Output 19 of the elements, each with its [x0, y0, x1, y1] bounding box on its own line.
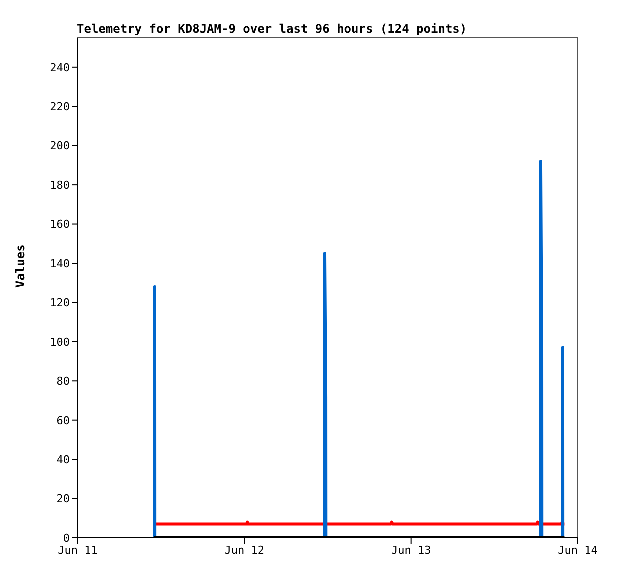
y-tick-label: 240	[50, 61, 70, 74]
y-tick-label: 140	[50, 257, 70, 270]
x-tick-label: Jun 13	[391, 544, 432, 557]
y-tick-label: 40	[56, 453, 70, 466]
y-axis-title: Values	[13, 244, 28, 288]
y-tick-label: 120	[50, 296, 70, 310]
y-tick-label: 100	[50, 336, 70, 349]
y-tick-label: 180	[50, 178, 70, 192]
x-tick-label: Jun 11	[58, 544, 98, 557]
x-tick-label: Jun 12	[224, 544, 265, 557]
y-tick-label: 160	[50, 218, 70, 232]
y-tick-label: 220	[50, 100, 70, 114]
y-tick-label: 200	[50, 140, 70, 153]
y-tick-label: 60	[56, 414, 70, 428]
y-tick-label: 0	[63, 532, 70, 545]
x-tick-label: Jun 14	[558, 544, 598, 557]
y-tick-label: 80	[56, 375, 70, 388]
y-tick-label: 20	[56, 492, 70, 506]
chart-title: Telemetry for KD8JAM-9 over last 96 hours (124 points)	[77, 22, 468, 36]
